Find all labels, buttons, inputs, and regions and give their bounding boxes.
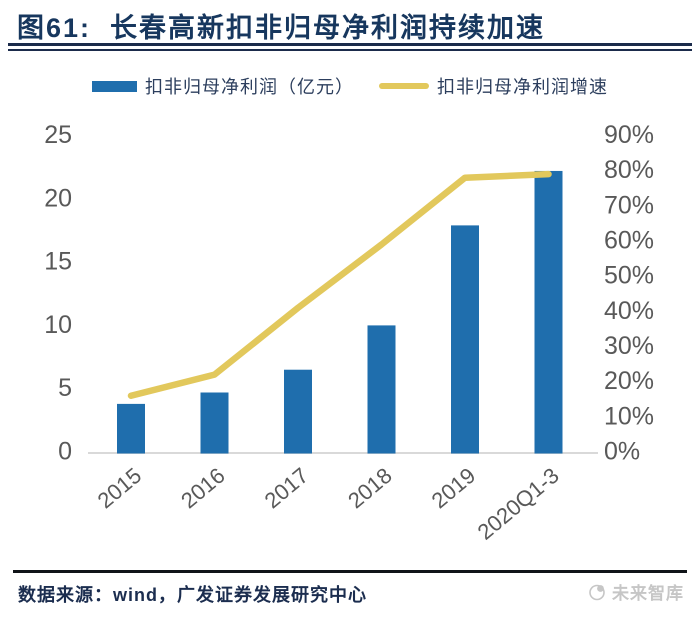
x-axis-label: 2015 <box>93 463 147 514</box>
x-axis-label: 2018 <box>343 463 397 514</box>
watermark-text: 未来智库 <box>612 584 684 603</box>
title-divider <box>8 43 692 51</box>
legend-bar-swatch-icon <box>92 80 137 92</box>
right-axis-tick: 90% <box>604 121 654 149</box>
right-axis-tick: 20% <box>604 367 654 395</box>
right-axis-tick: 60% <box>604 227 654 255</box>
bar-2020Q1-3 <box>534 170 563 454</box>
right-axis-tick: 70% <box>604 191 654 219</box>
combo-chart: 0 5 10 15 20 25 0% 10% 20% 30% 40% 50% 60% 70% 80% 90% 2… <box>44 121 654 545</box>
legend-item-bar: 扣非归母净利润（亿元） <box>92 73 354 99</box>
figure-title: 图61: 长春高新扣非归母净利润持续加速 <box>17 13 546 43</box>
data-source-text: 数据来源：wind，广发证券发展研究中心 <box>18 585 367 605</box>
bar-2016 <box>200 392 229 454</box>
bar-2019 <box>451 225 479 454</box>
x-axis-label: 2017 <box>260 463 314 514</box>
growth-line <box>127 170 552 399</box>
chart-legend: 扣非归母净利润（亿元） 扣非归母净利润增速 <box>0 74 700 98</box>
bar-2015 <box>117 403 145 454</box>
legend-bar-label: 扣非归母净利润（亿元） <box>145 77 354 97</box>
footer-divider <box>13 570 687 573</box>
left-axis-tick: 5 <box>58 374 72 402</box>
x-axis-label: 2019 <box>427 463 481 514</box>
right-axis-tick: 30% <box>604 332 654 360</box>
legend-line-swatch-icon <box>379 83 429 89</box>
right-axis-tick: 80% <box>604 156 654 184</box>
bar-2018 <box>367 325 396 454</box>
legend-line-label: 扣非归母净利润增速 <box>437 77 608 97</box>
left-axis-tick: 25 <box>44 121 72 149</box>
bar-2017 <box>284 369 312 454</box>
right-axis-tick: 10% <box>604 402 654 430</box>
left-axis-tick: 20 <box>44 184 72 212</box>
right-axis-tick: 0% <box>604 438 640 466</box>
x-axis-line <box>88 452 598 454</box>
watermark-logo-icon <box>589 584 605 601</box>
left-axis-tick: 15 <box>44 248 72 276</box>
left-axis-tick: 0 <box>58 438 72 466</box>
x-axis-label: 2020Q1-3 <box>473 463 564 545</box>
left-axis-tick: 10 <box>44 311 72 339</box>
legend-item-line: 扣非归母净利润增速 <box>379 73 608 99</box>
watermark: 未来智库 <box>588 579 684 604</box>
x-axis-label: 2016 <box>176 463 230 514</box>
right-axis-tick: 50% <box>604 262 654 290</box>
right-axis-tick: 40% <box>604 297 654 325</box>
